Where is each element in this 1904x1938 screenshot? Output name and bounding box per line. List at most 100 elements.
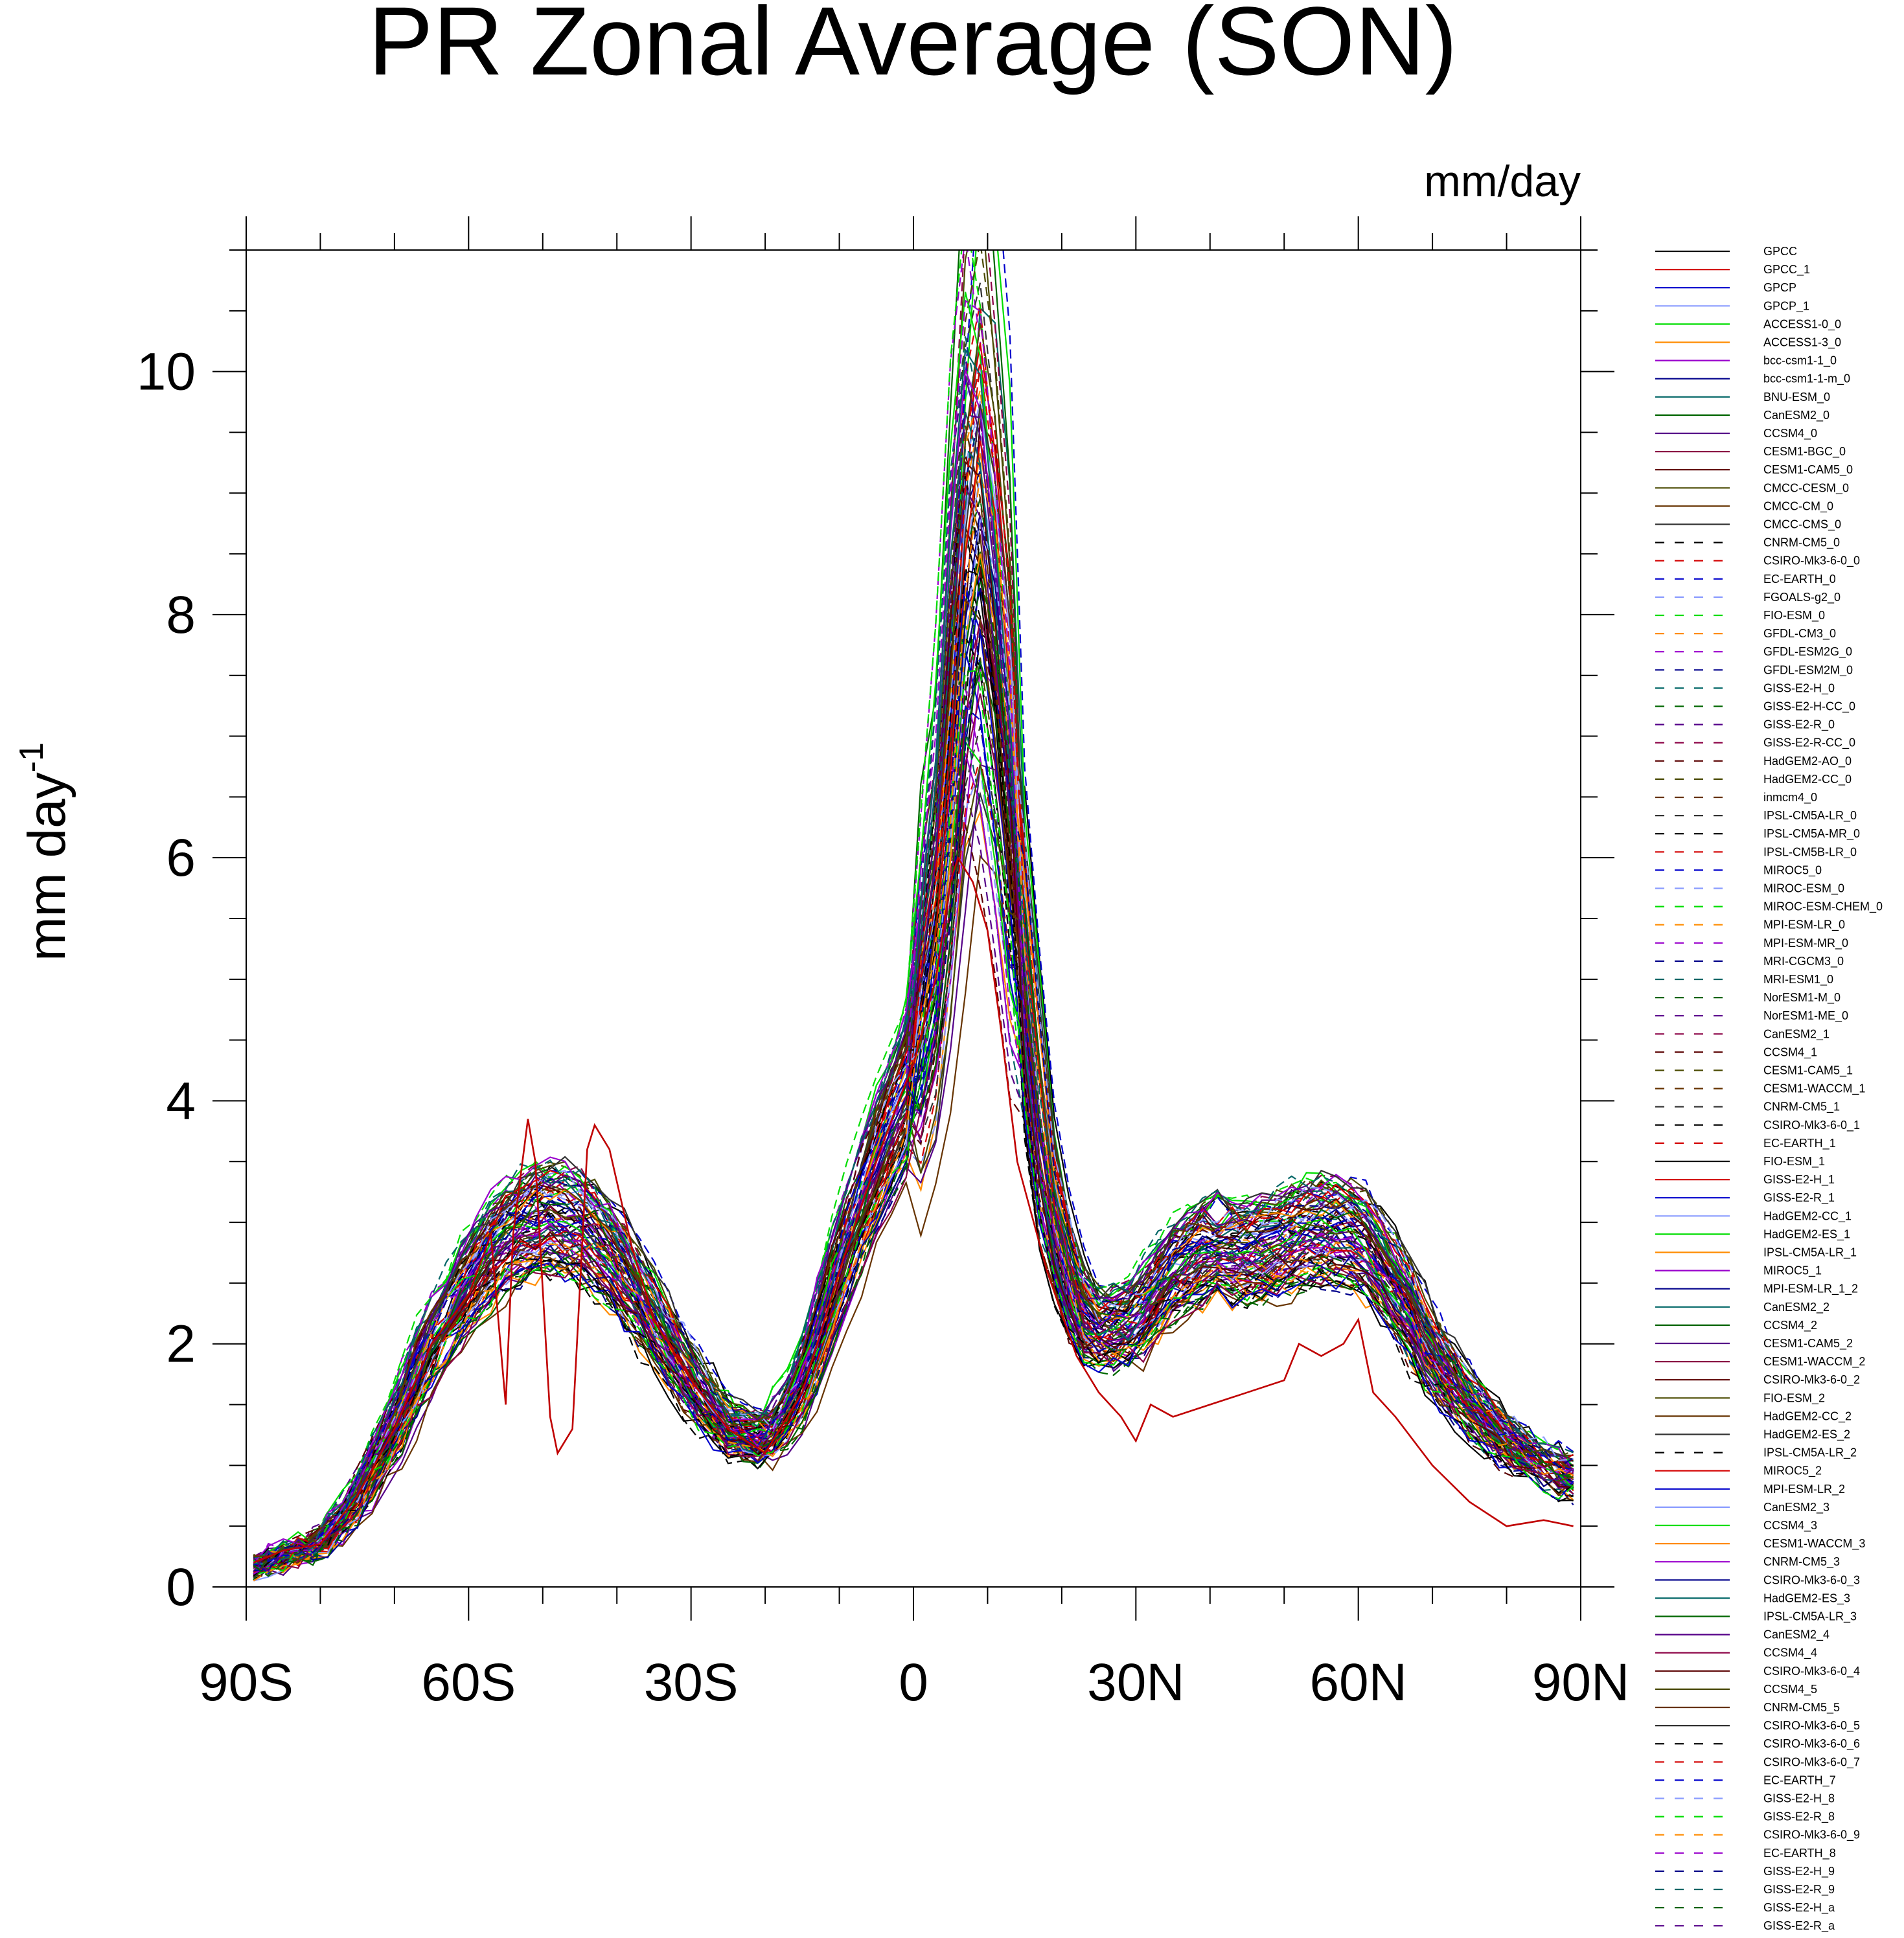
legend-label: CCSM4_4	[1763, 1647, 1817, 1660]
series-line-GISS-E2-H_0	[253, 726, 1574, 1569]
series-line-HadGEM2-ES_2	[253, 791, 1574, 1575]
legend-label: HadGEM2-ES_3	[1763, 1591, 1850, 1605]
legend-label: CanESM2_4	[1763, 1628, 1829, 1642]
legend-label: CESM1-CAM5_0	[1763, 463, 1853, 477]
legend-label: GISS-E2-R_9	[1763, 1883, 1835, 1897]
legend-label: CESM1-CAM5_1	[1763, 1064, 1853, 1078]
y-tick-label: 6	[166, 828, 196, 887]
legend-label: EC-EARTH_7	[1763, 1773, 1836, 1787]
legend-label: CESM1-BGC_0	[1763, 445, 1846, 459]
legend-label: HadGEM2-CC_2	[1763, 1409, 1852, 1423]
legend-label: CNRM-CM5_1	[1763, 1100, 1840, 1114]
y-tick-label: 0	[166, 1558, 196, 1617]
series-line-GISS-E2-H_1	[253, 343, 1574, 1567]
legend-label: CCSM4_3	[1763, 1519, 1817, 1533]
legend-label: MPI-ESM-LR_1_2	[1763, 1282, 1858, 1296]
legend-label: CESM1-WACCM_3	[1763, 1537, 1865, 1551]
legend-label: CanESM2_1	[1763, 1027, 1829, 1041]
legend-label: ACCESS1-0_0	[1763, 317, 1841, 331]
legend-label: GISS-E2-H_1	[1763, 1173, 1835, 1187]
legend-label: MRI-ESM1_0	[1763, 973, 1833, 986]
legend-label: CSIRO-Mk3-6-0_9	[1763, 1829, 1860, 1842]
legend-label: CSIRO-Mk3-6-0_2	[1763, 1373, 1860, 1387]
units-label: mm/day	[1424, 157, 1581, 206]
legend-label: NorESM1-ME_0	[1763, 1009, 1848, 1023]
x-tick-label: 90N	[1532, 1653, 1629, 1712]
x-tick-label: 60N	[1309, 1653, 1406, 1712]
legend-label: GFDL-ESM2G_0	[1763, 645, 1852, 659]
legend-label: IPSL-CM5A-LR_3	[1763, 1610, 1857, 1624]
legend-label: inmcm4_0	[1763, 791, 1817, 804]
chart-title: PR Zonal Average (SON)	[368, 0, 1457, 95]
legend-label: GISS-E2-R_a	[1763, 1919, 1835, 1933]
series-line-CMCC-CESM_0	[253, 250, 1574, 1566]
legend-label: GPCP_1	[1763, 299, 1809, 313]
legend-label: CESM1-CAM5_2	[1763, 1337, 1853, 1351]
legend-label: CNRM-CM5_5	[1763, 1701, 1840, 1715]
y-axis-label: mm day-1	[13, 742, 76, 961]
legend-label: CanESM2_3	[1763, 1501, 1829, 1514]
series-line-GISS-E2-H_a	[253, 579, 1574, 1577]
legend-label: FIO-ESM_1	[1763, 1155, 1825, 1168]
legend-label: CSIRO-Mk3-6-0_3	[1763, 1573, 1860, 1587]
legend-label: GFDL-CM3_0	[1763, 627, 1836, 641]
legend-label: CESM1-WACCM_2	[1763, 1355, 1865, 1369]
legend-label: MIROC5_1	[1763, 1264, 1822, 1278]
x-tick-label: 0	[899, 1653, 928, 1712]
legend-label: MIROC5_2	[1763, 1465, 1822, 1478]
series-line-HadGEM2-ES_1	[253, 291, 1574, 1564]
legend-label: CSIRO-Mk3-6-0_5	[1763, 1719, 1860, 1733]
series-line-GISS-E2-R_9	[253, 446, 1574, 1566]
legend-label: IPSL-CM5A-LR_2	[1763, 1446, 1857, 1460]
legend-label: IPSL-CM5B-LR_0	[1763, 845, 1857, 859]
legend-label: CNRM-CM5_3	[1763, 1555, 1840, 1569]
series-line-GISS-E2-H_9	[253, 629, 1574, 1571]
series-line-MPI-ESM-LR_2	[253, 590, 1574, 1575]
legend-label: CSIRO-Mk3-6-0_6	[1763, 1737, 1860, 1751]
legend-label: EC-EARTH_0	[1763, 573, 1836, 586]
series-line-GISS-E2-R_a	[253, 414, 1574, 1573]
legend-label: GISS-E2-R_1	[1763, 1191, 1835, 1205]
legend-label: GISS-E2-R_0	[1763, 718, 1835, 732]
legend-label: CCSM4_1	[1763, 1045, 1817, 1059]
legend-label: IPSL-CM5A-MR_0	[1763, 827, 1860, 841]
legend-label: CESM1-WACCM_1	[1763, 1082, 1865, 1096]
legend-label: HadGEM2-CC_0	[1763, 773, 1852, 786]
legend-label: bcc-csm1-1_0	[1763, 354, 1837, 368]
series-line-IPSL-CM5B-LR_0	[253, 758, 1574, 1565]
series-line-MIROC5_1	[253, 753, 1574, 1560]
series-line-IPSL-CM5A-LR_2	[253, 634, 1574, 1568]
series-line-CCSM4_3	[253, 740, 1574, 1575]
legend-label: CCSM4_0	[1763, 427, 1817, 440]
legend-label: FIO-ESM_2	[1763, 1391, 1825, 1405]
legend-label: EC-EARTH_1	[1763, 1137, 1836, 1150]
legend-label: CCSM4_2	[1763, 1319, 1817, 1332]
x-tick-label: 60S	[421, 1653, 516, 1712]
legend-label: MPI-ESM-LR_0	[1763, 918, 1845, 932]
series-line-CCSM4_0	[253, 764, 1574, 1582]
series-line-EC-EARTH_1	[253, 361, 1574, 1564]
legend-label: FGOALS-g2_0	[1763, 591, 1841, 604]
series-line-CSIRO-Mk3-6-0_9	[253, 474, 1574, 1582]
y-axis-label-superscript: -1	[13, 742, 51, 772]
series-layer	[253, 250, 1574, 1582]
legend-label: GFDL-ESM2M_0	[1763, 663, 1853, 677]
legend-label: CMCC-CMS_0	[1763, 518, 1841, 532]
legend: GPCC GPCC_1 GPCP GPCP_1 ACCESS1-0_0 ACCESS1-3…	[1655, 245, 1883, 1933]
legend-label: CSIRO-Mk3-6-0_0	[1763, 554, 1860, 568]
legend-label: NorESM1-M_0	[1763, 991, 1841, 1005]
legend-label: CCSM4_5	[1763, 1683, 1817, 1696]
legend-label: CMCC-CESM_0	[1763, 481, 1849, 495]
legend-label: MPI-ESM-LR_2	[1763, 1483, 1845, 1496]
x-tick-label: 90S	[199, 1653, 293, 1712]
legend-label: MRI-CGCM3_0	[1763, 955, 1844, 968]
legend-label: CSIRO-Mk3-6-0_4	[1763, 1665, 1860, 1678]
legend-label: HadGEM2-AO_0	[1763, 755, 1852, 768]
axes-layer: 0 2 4 6 8 10 90S 60S 30S 0 30N 60N 90N	[137, 216, 1629, 1712]
y-tick-label: 8	[166, 586, 196, 644]
legend-label: GISS-E2-R_8	[1763, 1810, 1835, 1824]
series-line-GISS-E2-H_8	[253, 519, 1574, 1567]
legend-label: MIROC5_0	[1763, 863, 1822, 877]
legend-label: GPCC_1	[1763, 263, 1810, 277]
